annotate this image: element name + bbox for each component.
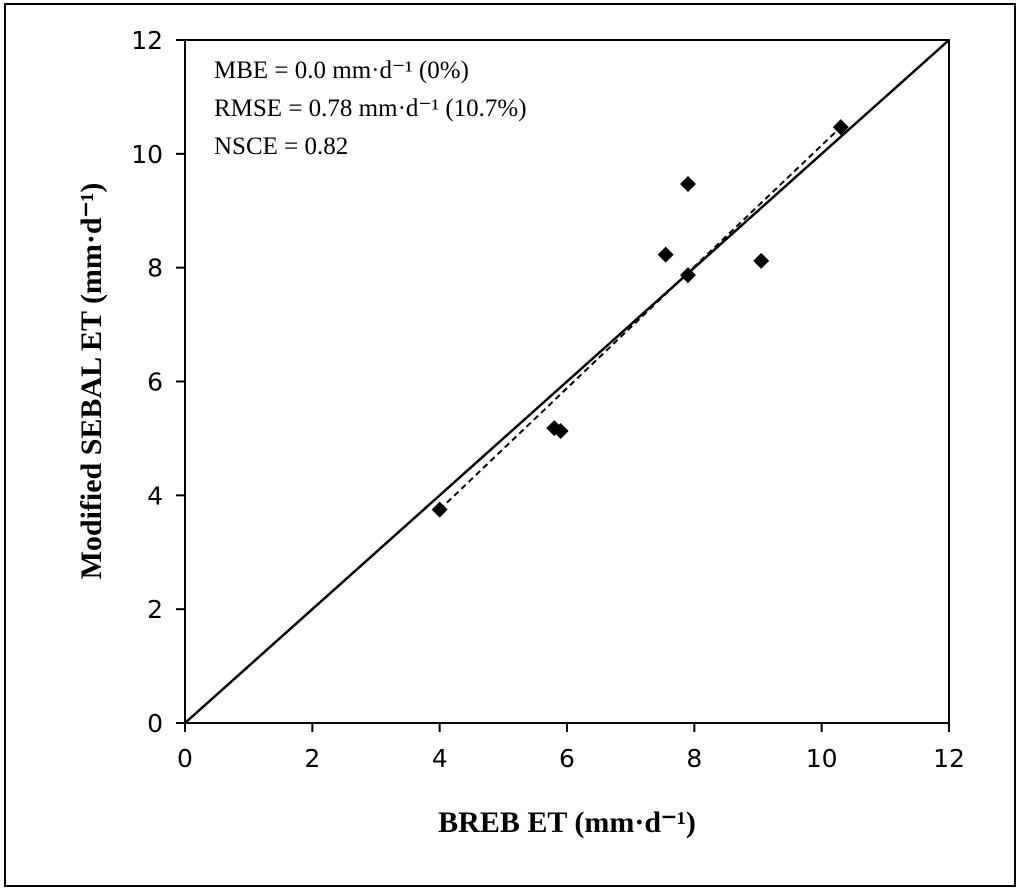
annotation-mbe: MBE = 0.0 mm·d⁻¹ (0%) xyxy=(214,57,469,84)
y-tick-label: 2 xyxy=(147,595,163,624)
x-tick-label: 12 xyxy=(933,744,965,773)
annotation-nsce: NSCE = 0.82 xyxy=(214,133,348,160)
y-tick-label: 0 xyxy=(147,709,163,738)
y-tick-label: 8 xyxy=(147,254,163,283)
y-tick-label: 10 xyxy=(131,140,163,169)
y-axis-title: Modified SEBAL ET (mm·d⁻¹) xyxy=(75,183,108,580)
reference-lines xyxy=(184,39,950,724)
statistics-annotation: MBE = 0.0 mm·d⁻¹ (0%) RMSE = 0.78 mm·d⁻¹… xyxy=(214,57,527,160)
data-points xyxy=(431,119,849,518)
x-tick-label: 6 xyxy=(559,744,575,773)
x-tick-label: 4 xyxy=(432,744,448,773)
x-tick-label: 10 xyxy=(806,744,838,773)
data-point xyxy=(552,423,569,440)
data-point xyxy=(832,119,849,136)
y-tick-label: 12 xyxy=(131,26,163,55)
axis-ticks: 0 2 4 6 8 10 12 0 2 4 6 8 10 12 xyxy=(131,26,965,773)
x-tick-label: 8 xyxy=(686,744,702,773)
data-point xyxy=(679,175,696,192)
regression-line xyxy=(438,126,842,511)
x-tick-label: 0 xyxy=(177,744,193,773)
x-tick-label: 2 xyxy=(304,744,320,773)
data-point xyxy=(431,501,448,518)
data-point xyxy=(679,267,696,284)
y-tick-label: 6 xyxy=(147,368,163,397)
data-point xyxy=(657,246,674,263)
x-axis-title: BREB ET (mm·d⁻¹) xyxy=(438,806,696,839)
one-to-one-line xyxy=(184,39,950,724)
data-point xyxy=(753,252,770,269)
y-tick-label: 4 xyxy=(147,481,163,510)
annotation-rmse: RMSE = 0.78 mm·d⁻¹ (10.7%) xyxy=(214,95,527,122)
figure-frame xyxy=(4,3,1016,887)
